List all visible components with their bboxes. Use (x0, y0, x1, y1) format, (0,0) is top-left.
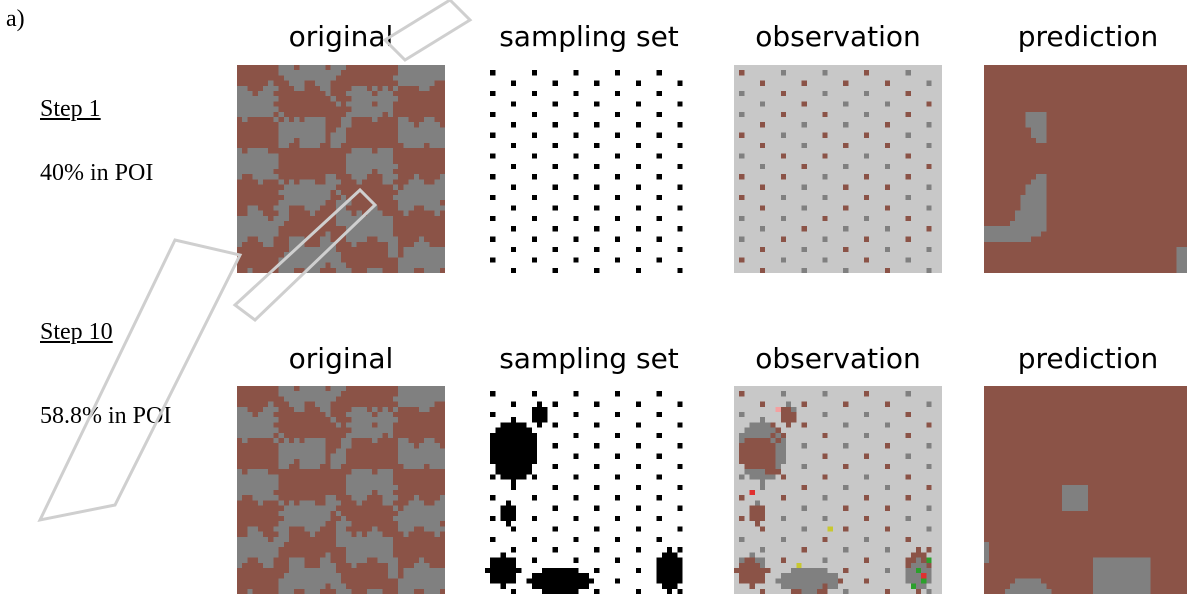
col-title-prediction-2: prediction (1018, 342, 1158, 375)
col-title-sampling-1: sampling set (499, 20, 679, 53)
col-title-original-2: original (289, 342, 394, 375)
image-observation-step-1 (734, 65, 942, 273)
col-title-sampling-2: sampling set (499, 342, 679, 375)
image-original-step-1 (237, 65, 445, 273)
image-sampling-set-step-1 (485, 65, 693, 273)
panel-label: a) (6, 6, 25, 33)
col-title-prediction-1: prediction (1018, 20, 1158, 53)
col-title-observation-2: observation (755, 342, 921, 375)
step-label-10: Step 10 (40, 319, 113, 346)
col-title-observation-1: observation (755, 20, 921, 53)
image-observation-step-10 (734, 386, 942, 594)
step-label-1: Step 1 (40, 96, 101, 123)
image-sampling-set-step-10 (485, 386, 693, 594)
image-prediction-step-10 (984, 386, 1187, 594)
col-title-original-1: original (289, 20, 394, 53)
image-prediction-step-1 (984, 65, 1187, 273)
poi-label-1: 40% in POI (40, 160, 153, 187)
image-original-step-10 (237, 386, 445, 594)
poi-label-10: 58.8% in POI (40, 403, 171, 430)
